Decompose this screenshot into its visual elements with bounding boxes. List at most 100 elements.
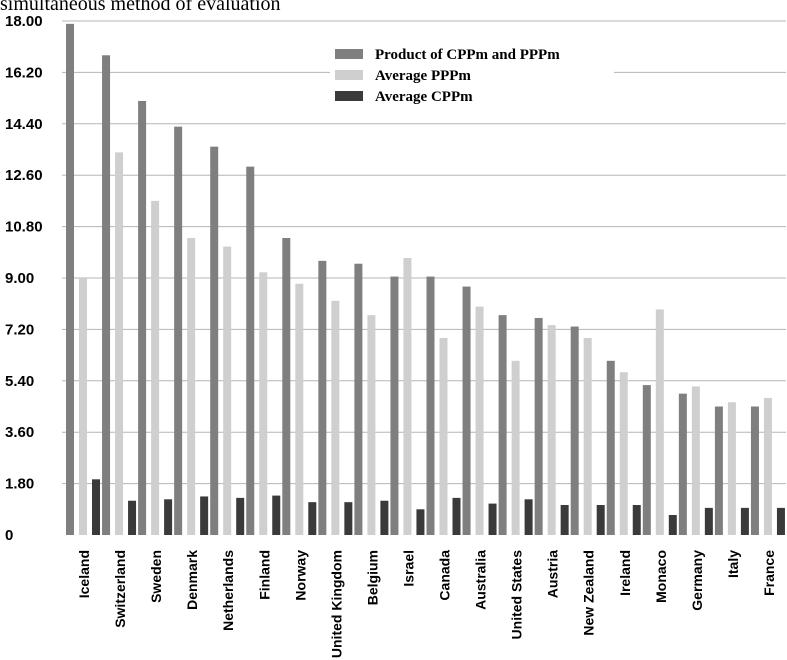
bar-product-of-cppm-and-pppm-canada: [426, 276, 435, 535]
bar-product-of-cppm-and-pppm-united-kingdom: [318, 260, 327, 535]
x-tick-label-monaco: Monaco: [653, 550, 669, 603]
legend-background: [330, 44, 614, 122]
bar-average-pppm-united-kingdom: [331, 300, 340, 535]
bar-group-united-kingdom: [318, 260, 353, 535]
x-tick-label-canada: Canada: [437, 550, 453, 601]
bar-product-of-cppm-and-pppm-switzerland: [102, 55, 111, 536]
legend-swatch-average-pppm: [335, 70, 363, 80]
x-tick-label-belgium: Belgium: [364, 550, 380, 605]
bar-group-united-states: [498, 315, 533, 535]
bar-product-of-cppm-and-pppm-austria: [534, 317, 543, 535]
legend-swatch-product-of-cppm-and-pppm: [335, 49, 363, 59]
bar-average-cppm-israel: [416, 509, 425, 535]
x-tick-label-germany: Germany: [689, 550, 705, 611]
y-axis-ticks: 0 1.80 3.60 5.40 7.20 9.00 10.80 12.60 14.40 16.2…: [5, 13, 43, 544]
bar-average-pppm-united-states: [511, 360, 520, 535]
bar-average-pppm-switzerland: [115, 152, 124, 535]
bar-product-of-cppm-and-pppm-israel: [390, 276, 399, 535]
bar-group-sweden: [138, 100, 173, 535]
bar-product-of-cppm-and-pppm-finland: [246, 166, 255, 535]
bar-average-pppm-iceland: [79, 278, 87, 535]
bar-average-cppm-france: [776, 507, 785, 535]
bar-average-cppm-monaco: [668, 515, 677, 535]
bar-average-pppm-new-zealand: [583, 337, 592, 535]
bar-average-pppm-sweden: [151, 200, 160, 535]
bar-average-cppm-ireland: [632, 505, 641, 535]
bar-average-pppm-austria: [547, 325, 556, 535]
bar-average-cppm-canada: [452, 497, 461, 535]
x-tick-label-iceland: Iceland: [76, 550, 92, 598]
x-tick-label-italy: Italy: [725, 550, 741, 578]
bar-product-of-cppm-and-pppm-germany: [678, 393, 687, 535]
bar-product-of-cppm-and-pppm-monaco: [642, 385, 651, 535]
bar-product-of-cppm-and-pppm-denmark: [174, 126, 183, 536]
x-tick-label-united-kingdom: United Kingdom: [328, 550, 344, 658]
bar-average-pppm-monaco: [655, 309, 664, 535]
y-tick-label: 3.60: [5, 424, 34, 441]
y-tick-label: 10.80: [5, 219, 43, 236]
bar-group-canada: [426, 276, 461, 535]
bar-average-cppm-germany: [704, 507, 713, 535]
bar-group-finland: [246, 166, 281, 535]
bar-average-cppm-finland: [272, 495, 281, 535]
legend-swatch-average-cppm: [335, 91, 363, 101]
bar-average-cppm-belgium: [380, 500, 389, 535]
y-tick-label: 0: [5, 527, 13, 544]
bar-average-cppm-new-zealand: [596, 505, 605, 535]
x-tick-label-new-zealand: New Zealand: [581, 550, 597, 636]
y-tick-label: 9.00: [5, 270, 34, 287]
bar-average-pppm-australia: [475, 306, 484, 535]
y-tick-label: 7.20: [5, 321, 34, 338]
bar-average-cppm-sweden: [164, 499, 173, 535]
y-tick-label: 16.20: [5, 64, 43, 81]
x-tick-label-australia: Australia: [473, 550, 489, 610]
bar-average-pppm-canada: [439, 337, 448, 535]
bar-product-of-cppm-and-pppm-italy: [714, 406, 723, 535]
bar-average-cppm-norway: [308, 502, 317, 535]
bar-average-pppm-france: [763, 397, 772, 535]
y-tick-label: 1.80: [5, 476, 34, 493]
bar-product-of-cppm-and-pppm-norway: [282, 238, 291, 535]
bar-group-monaco: [642, 309, 677, 535]
bar-average-pppm-israel: [403, 258, 412, 535]
legend-label-average-cppm: Average CPPm: [375, 89, 473, 105]
bar-average-pppm-belgium: [367, 315, 376, 535]
x-tick-label-ireland: Ireland: [617, 550, 633, 596]
legend-label-product-of-cppm-and-pppm: Product of CPPm and PPPm: [375, 47, 560, 63]
bar-product-of-cppm-and-pppm-netherlands: [210, 146, 219, 535]
bar-average-pppm-germany: [691, 386, 700, 535]
bars: [66, 23, 785, 536]
y-tick-label: 5.40: [5, 373, 34, 390]
bar-average-cppm-denmark: [200, 496, 209, 535]
bar-product-of-cppm-and-pppm-united-states: [498, 315, 507, 535]
bar-average-cppm-netherlands: [236, 497, 245, 535]
bar-product-of-cppm-and-pppm-australia: [462, 286, 471, 535]
bar-group-israel: [390, 258, 425, 535]
x-tick-label-united-states: United States: [509, 550, 525, 640]
y-tick-label: 18.00: [5, 13, 43, 30]
x-tick-label-netherlands: Netherlands: [220, 550, 236, 631]
bar-average-pppm-denmark: [187, 238, 196, 535]
bar-product-of-cppm-and-pppm-iceland: [66, 23, 74, 535]
bar-average-cppm-austria: [560, 505, 569, 535]
bar-group-australia: [462, 286, 497, 535]
bar-group-france: [750, 397, 785, 535]
bar-average-cppm-iceland: [92, 479, 100, 535]
bar-average-cppm-united-states: [524, 499, 533, 535]
x-tick-label-norway: Norway: [292, 550, 308, 601]
bar-average-cppm-united-kingdom: [344, 502, 353, 535]
bar-group-austria: [534, 317, 569, 535]
x-tick-label-switzerland: Switzerland: [112, 550, 128, 628]
bar-group-switzerland: [102, 55, 137, 536]
bar-group-belgium: [354, 263, 389, 535]
bar-average-pppm-italy: [727, 402, 736, 535]
bar-group-germany: [678, 386, 713, 535]
bar-product-of-cppm-and-pppm-ireland: [606, 360, 615, 535]
bar-average-pppm-ireland: [619, 372, 628, 535]
bar-product-of-cppm-and-pppm-sweden: [138, 100, 147, 535]
x-tick-label-denmark: Denmark: [184, 550, 200, 610]
legend: Product of CPPm and PPPm Average PPPm Aver…: [330, 44, 614, 122]
x-tick-label-france: France: [761, 550, 777, 596]
x-axis-labels: Iceland Switzerland Sweden Denmark Netherlan…: [76, 550, 777, 658]
bar-average-cppm-switzerland: [128, 500, 137, 535]
